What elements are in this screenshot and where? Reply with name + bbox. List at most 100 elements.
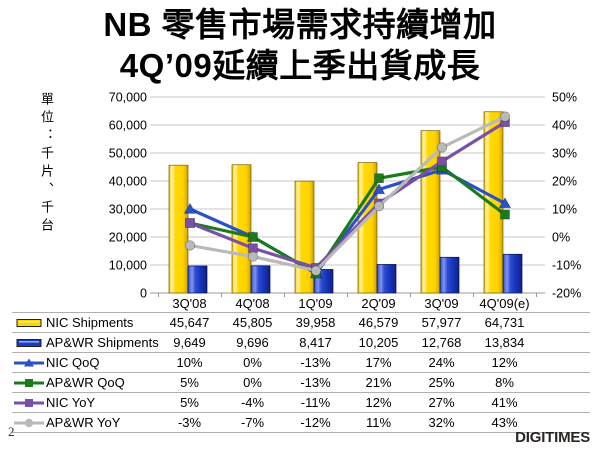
combo-chart: 0 -20% 10,000 -10% 20,000 0% 30,000 10% 40,000 20… <box>109 91 581 301</box>
value-cell: 45,647 <box>169 315 210 330</box>
value-cell: 9,696 <box>236 335 269 350</box>
data-table: 3Q'08 4Q'08 1Q'09 2Q'09 3Q'09 4Q'09(e) NIC Shi… <box>12 295 590 433</box>
marker-square <box>374 173 384 184</box>
marker-circle <box>310 265 322 276</box>
category-label: 3Q'08 <box>172 296 207 311</box>
marker-square <box>185 218 195 228</box>
series-label: AP&WR QoQ <box>46 375 125 390</box>
value-cell: 10,205 <box>358 335 399 350</box>
series-label: NIC QoQ <box>46 355 100 370</box>
bar-apwr <box>502 253 523 294</box>
table-row: AP&WR QoQ 5% 0% -13% 21% 25% 8% <box>12 373 590 393</box>
value-cell: -3% <box>177 415 202 430</box>
y-axis-unit-label: 單位：千片、千台 <box>39 92 54 236</box>
legend-key: AP&WR QoQ <box>12 375 158 390</box>
bar-apwr <box>187 265 208 294</box>
table-row: AP&WR YoY -3% -7% -12% 11% 32% 43% <box>12 413 590 433</box>
value-cell: 9,649 <box>173 335 206 350</box>
bar-apwr <box>376 264 397 294</box>
bar-nic <box>420 130 441 294</box>
legend-bar-icon <box>16 318 42 327</box>
series-label: NIC YoY <box>46 395 96 410</box>
value-cell: 25% <box>428 375 455 390</box>
value-cell: -11% <box>300 395 331 410</box>
left-axis-tick-label: 40,000 <box>109 175 147 189</box>
title-line-1: NB 零售市場需求持續增加 <box>103 6 497 43</box>
value-cell: 24% <box>428 355 455 370</box>
left-axis-tick-label: 0 <box>140 287 147 301</box>
value-cell: -13% <box>300 375 331 390</box>
marker-circle <box>499 111 511 122</box>
line-series <box>188 165 507 275</box>
bar-nic <box>168 164 189 294</box>
value-cell: 46,579 <box>358 315 399 330</box>
value-cell: 17% <box>365 355 392 370</box>
legend-key: NIC QoQ <box>12 355 158 370</box>
left-axis-tick-label: 10,000 <box>109 259 147 273</box>
page-title: NB 零售市場需求持續增加 4Q’09延續上季出貨成長 <box>0 4 600 86</box>
right-axis-tick-label: -10% <box>552 259 581 273</box>
value-cell: 32% <box>428 415 455 430</box>
series-label: AP&WR YoY <box>46 415 121 430</box>
category-label: 3Q'09 <box>424 296 459 311</box>
left-axis-tick-label: 70,000 <box>109 91 147 105</box>
marker-circle <box>436 142 448 153</box>
value-cell: 8% <box>495 375 514 390</box>
right-axis-tick-label: 40% <box>552 119 577 133</box>
value-cell: 12,768 <box>421 335 462 350</box>
left-axis-tick-label: 50,000 <box>109 147 147 161</box>
value-cell: 10% <box>176 355 203 370</box>
legend-square-icon <box>14 378 44 387</box>
table-row: NIC QoQ 10% 0% -13% 17% 24% 12% <box>12 353 590 373</box>
value-cell: -13% <box>300 355 331 370</box>
right-axis-tick-label: 20% <box>552 175 577 189</box>
value-cell: 57,977 <box>421 315 462 330</box>
legend-bar-icon <box>16 338 42 347</box>
left-axis-tick-label: 60,000 <box>109 119 147 133</box>
value-cell: 5% <box>180 375 199 390</box>
value-cell: 13,834 <box>484 335 525 350</box>
value-cell: 11% <box>365 415 392 430</box>
value-cell: 64,731 <box>484 315 525 330</box>
right-axis-tick-label: -20% <box>552 287 581 301</box>
value-cell: 0% <box>243 355 262 370</box>
line-series <box>188 120 507 270</box>
marker-triangle <box>183 202 197 214</box>
table-row: NIC Shipments 45,647 45,805 39,958 46,579 57,… <box>12 313 590 333</box>
legend-key: AP&WR Shipments <box>12 335 159 350</box>
right-axis-tick-label: 30% <box>552 147 577 161</box>
digitimes-logo: DIGITIMES <box>515 429 590 446</box>
category-label: 4Q'08 <box>235 296 270 311</box>
legend-key: NIC Shipments <box>12 315 158 330</box>
marker-circle <box>247 251 259 262</box>
value-cell: 21% <box>365 375 392 390</box>
right-axis-tick-label: 50% <box>552 91 577 105</box>
series-label: NIC Shipments <box>46 315 134 330</box>
bar-apwr <box>250 265 271 294</box>
legend-square-icon <box>14 398 44 407</box>
value-cell: -4% <box>240 395 265 410</box>
marker-square <box>248 232 258 242</box>
bar-apwr <box>439 256 460 294</box>
left-axis-tick-label: 20,000 <box>109 231 147 245</box>
marker-square <box>437 156 447 167</box>
legend-circle-icon <box>14 418 44 427</box>
marker-square <box>248 243 258 254</box>
category-label: 4Q'09(e) <box>479 296 530 311</box>
table-row: AP&WR Shipments 9,649 9,696 8,417 10,205 12,7… <box>12 333 590 353</box>
category-label: 1Q'09 <box>298 296 333 311</box>
series-label: AP&WR Shipments <box>46 335 159 350</box>
left-axis-tick-label: 30,000 <box>109 203 147 217</box>
legend-triangle-icon <box>14 358 44 366</box>
marker-square <box>500 209 510 220</box>
value-cell: 12% <box>491 355 518 370</box>
value-cell: 45,805 <box>232 315 273 330</box>
right-axis-tick-label: 10% <box>552 203 577 217</box>
marker-triangle <box>372 183 386 195</box>
value-cell: 39,958 <box>295 315 336 330</box>
line-series <box>188 114 507 273</box>
marker-circle <box>373 200 385 212</box>
value-cell: 43% <box>491 415 518 430</box>
marker-triangle <box>498 197 512 209</box>
